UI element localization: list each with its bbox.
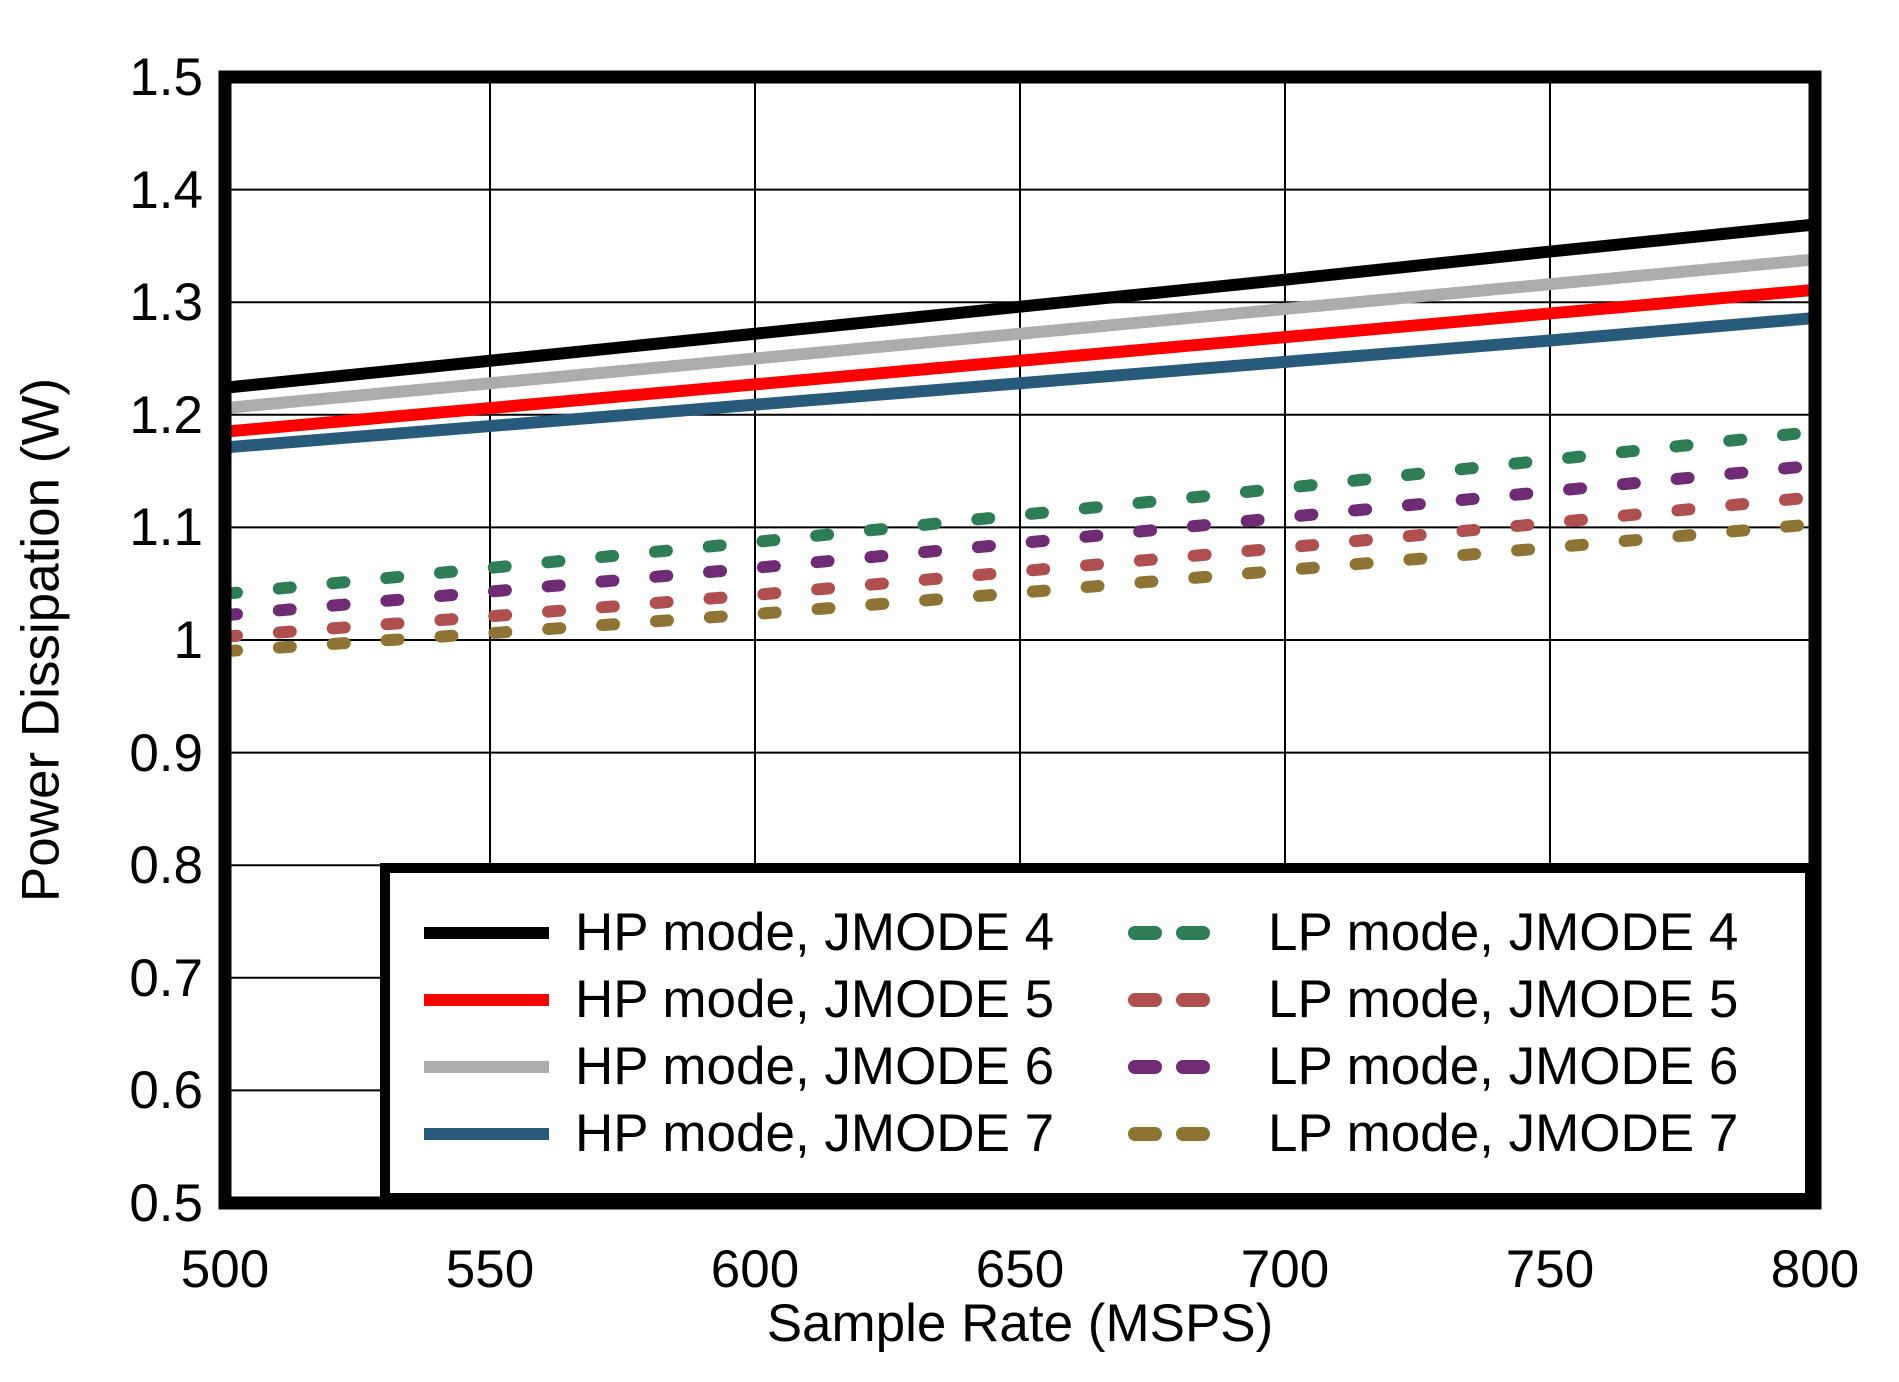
y-tick-label: 1 — [173, 611, 203, 670]
legend-dash — [1128, 1126, 1162, 1141]
legend-label: HP mode, JMODE 5 — [575, 970, 1055, 1029]
legend-row: HP mode, JMODE 6 LP mode, JMODE 6 — [390, 1033, 1805, 1100]
legend-label: LP mode, JMODE 6 — [1268, 1037, 1739, 1096]
legend-swatch-dashed — [1128, 992, 1210, 1007]
series-line-3 — [224, 253, 1816, 415]
y-tick-label: 1.3 — [129, 273, 203, 333]
legend-swatch-solid — [424, 993, 549, 1006]
y-tick-label: 0.7 — [129, 948, 203, 1008]
legend-label: LP mode, JMODE 7 — [1268, 1104, 1739, 1163]
x-tick-label: 700 — [1240, 1240, 1330, 1299]
legend-dash — [1176, 925, 1210, 940]
y-tick-label: 0.5 — [129, 1174, 203, 1233]
series-line-2 — [224, 283, 1816, 438]
x-tick-label: 650 — [975, 1240, 1065, 1299]
legend-dash — [1176, 992, 1210, 1007]
y-axis-title: Power Dissipation (W) — [11, 377, 71, 903]
x-tick-label: 800 — [1770, 1240, 1860, 1299]
legend-label: LP mode, JMODE 4 — [1268, 903, 1739, 962]
legend-label: HP mode, JMODE 4 — [575, 903, 1055, 962]
x-tick-label: 550 — [445, 1240, 535, 1299]
plot-border — [218, 70, 1822, 1210]
y-tick-label: 1.4 — [129, 160, 203, 220]
legend-dash — [1128, 992, 1162, 1007]
legend-swatch-dashed — [1128, 1126, 1210, 1141]
legend-row: HP mode, JMODE 5 LP mode, JMODE 5 — [390, 966, 1805, 1033]
legend-swatch-solid — [424, 1060, 549, 1073]
y-tick-label: 1.1 — [129, 498, 203, 558]
y-tick-label: 1.2 — [129, 385, 203, 445]
legend: HP mode, JMODE 4 LP mode, JMODE 4 HP mode,… — [380, 863, 1815, 1203]
series-line-1 — [224, 218, 1816, 394]
y-tick-label: 0.8 — [129, 836, 203, 896]
legend-label: LP mode, JMODE 5 — [1268, 970, 1739, 1029]
legend-swatch-solid — [424, 926, 549, 939]
series-line-7 — [219, 459, 1821, 622]
y-tick-label: 1.5 — [129, 48, 203, 107]
y-tick-label: 0.9 — [129, 723, 203, 783]
legend-swatch-solid — [424, 1127, 549, 1140]
legend-dash — [1128, 1059, 1162, 1074]
legend-row: HP mode, JMODE 4 LP mode, JMODE 4 — [390, 899, 1805, 966]
series-line-8 — [219, 518, 1821, 658]
series-line-4 — [224, 311, 1816, 454]
legend-swatch-dashed — [1128, 1059, 1210, 1074]
legend-row: HP mode, JMODE 7 LP mode, JMODE 7 — [390, 1100, 1805, 1167]
legend-swatch-dashed — [1128, 925, 1210, 940]
legend-label: HP mode, JMODE 7 — [575, 1104, 1055, 1163]
legend-label: HP mode, JMODE 6 — [575, 1037, 1055, 1096]
x-tick-label: 500 — [180, 1240, 270, 1299]
x-tick-label: 750 — [1505, 1240, 1595, 1299]
series-line-6 — [219, 490, 1821, 643]
legend-dash — [1176, 1059, 1210, 1074]
x-tick-label: 600 — [710, 1240, 800, 1299]
x-axis-title: Sample Rate (MSPS) — [766, 1294, 1274, 1353]
legend-dash — [1128, 925, 1162, 940]
legend-dash — [1176, 1126, 1210, 1141]
series-line-5 — [219, 425, 1821, 600]
y-tick-label: 0.6 — [129, 1061, 203, 1121]
